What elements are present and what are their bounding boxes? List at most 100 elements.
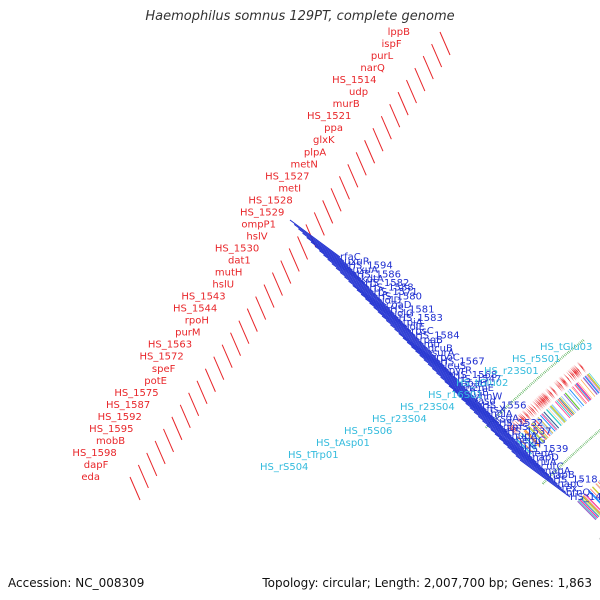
forward-gene-label-leader	[271, 272, 283, 296]
forward-gene-label: plpA	[304, 147, 326, 158]
reverse-gene-label: mtr	[424, 339, 443, 350]
reverse-gene-label-leader	[461, 398, 512, 437]
cog-feature-block	[542, 413, 558, 430]
forward-gene-label: metI	[278, 183, 301, 194]
reverse-gene-label: iolD	[382, 296, 402, 307]
forward-gene-arrow	[539, 394, 549, 405]
cog-feature-block	[590, 488, 600, 500]
forward-gene-label: rpoH	[185, 316, 209, 327]
reverse-gene-label-leader	[406, 341, 458, 380]
forward-gene-arrow	[565, 371, 575, 383]
reverse-gene-label: yhhW	[474, 392, 503, 403]
forward-gene-arrow	[570, 367, 580, 378]
cog-feature-block	[551, 404, 568, 422]
forward-gene-arrow	[515, 416, 525, 427]
reverse-gene-label: rluA	[537, 457, 557, 468]
forward-gene-label-leader	[213, 356, 225, 380]
forward-gene-arrow	[559, 376, 569, 388]
reverse-gene-label: rfaC	[340, 252, 361, 263]
forward-gene-arrow	[512, 419, 523, 430]
forward-gene-arrow	[544, 389, 555, 400]
cog-feature-block	[582, 495, 600, 515]
forward-gene-label-leader	[204, 368, 216, 392]
forward-gene-label: HS_1563	[148, 340, 192, 351]
rna-gene-label: HS_rS504	[260, 462, 308, 473]
forward-gene-label-leader	[347, 164, 359, 188]
reverse-gene-label-leader	[314, 245, 366, 284]
forward-gene-label: HS_1527	[265, 171, 309, 182]
forward-gene-label-leader	[179, 404, 191, 429]
reverse-gene-label: ftsE	[470, 387, 489, 398]
reverse-gene-label: iolG	[394, 309, 413, 320]
reverse-gene-label-leader	[436, 372, 487, 411]
reverse-gene-label-leader	[381, 315, 433, 354]
cog-feature-block	[582, 496, 600, 516]
cog-feature-block	[520, 432, 538, 450]
forward-gene-arrow	[573, 364, 583, 376]
reverse-gene-label-leader	[323, 254, 374, 293]
cog-feature-block	[572, 386, 588, 404]
forward-gene-label: potE	[144, 376, 167, 387]
forward-gene-label-leader	[297, 236, 309, 260]
reverse-gene-label-leader	[335, 267, 387, 306]
forward-gene-label: HS_1592	[98, 412, 142, 423]
forward-gene-label: eda	[81, 472, 100, 483]
reverse-gene-label: tpiA	[403, 317, 423, 328]
forward-gene-label: HS_1514	[332, 75, 376, 86]
forward-gene-label-leader	[246, 308, 258, 332]
reverse-gene-label: HS_1583	[399, 313, 443, 324]
cog-feature-block	[578, 499, 598, 520]
forward-gene-label: HS_1575	[114, 388, 158, 399]
reverse-gene-label-leader	[515, 455, 567, 494]
reverse-gene-label: HS_1584	[415, 331, 459, 342]
reverse-gene-label: ksgA	[495, 413, 519, 424]
cog-feature-block	[527, 426, 544, 443]
forward-gene-label-leader	[221, 344, 233, 368]
forward-gene-arrow	[509, 422, 519, 433]
cog-feature-block	[543, 411, 560, 429]
forward-gene-arrow	[518, 413, 528, 425]
forward-gene-arrow	[533, 399, 544, 410]
forward-gene-label-leader	[146, 452, 158, 477]
reverse-gene-label-leader	[344, 276, 395, 315]
reverse-gene-label: HS_1567	[440, 357, 484, 368]
reverse-gene-label-leader	[310, 241, 362, 280]
cog-feature-block	[537, 417, 553, 434]
forward-gene-arrow	[518, 413, 529, 424]
forward-gene-label: glxK	[313, 135, 335, 146]
reverse-gene-label: HS_1556	[482, 400, 526, 411]
reverse-gene-label: apaH	[461, 379, 487, 390]
cog-feature-block	[539, 414, 556, 432]
forward-gene-label: hslU	[212, 280, 234, 291]
reverse-gene-label: rpoC	[436, 352, 460, 363]
reverse-gene-label-leader	[427, 363, 479, 402]
forward-gene-arrow	[558, 377, 568, 389]
reverse-gene-label: brnQ	[566, 488, 591, 499]
reverse-gene-label-leader	[490, 429, 542, 467]
forward-gene-label-leader	[129, 476, 141, 501]
forward-gene-arrow	[537, 396, 547, 407]
forward-gene-label-leader	[322, 200, 334, 224]
reverse-gene-label: holA	[491, 409, 513, 420]
summary-text: Topology: circular; Length: 2,007,700 bp…	[261, 576, 592, 590]
reverse-gene-label: rbsC	[411, 326, 434, 337]
forward-gene-label-leader	[414, 67, 426, 92]
forward-gene-arrow	[548, 385, 558, 397]
cog-feature-block	[528, 425, 545, 443]
forward-gene-label-leader	[339, 176, 350, 200]
reverse-gene-label: napC	[557, 479, 583, 490]
reverse-gene-label-leader	[398, 333, 450, 371]
reverse-gene-label: hemG	[516, 435, 546, 446]
cog-feature-block	[564, 392, 581, 410]
forward-gene-label-leader	[188, 392, 200, 417]
reverse-gene-label: kdtA	[361, 274, 384, 285]
forward-gene-label: HS_1595	[89, 424, 133, 435]
forward-gene-label: udp	[349, 87, 368, 98]
reverse-gene-label-leader	[394, 328, 445, 367]
cog-feature-block	[596, 482, 600, 488]
cog-feature-block	[588, 372, 600, 387]
cog-feature-block	[597, 481, 600, 485]
forward-gene-arrow	[531, 401, 542, 412]
forward-gene-arrow	[538, 395, 548, 406]
